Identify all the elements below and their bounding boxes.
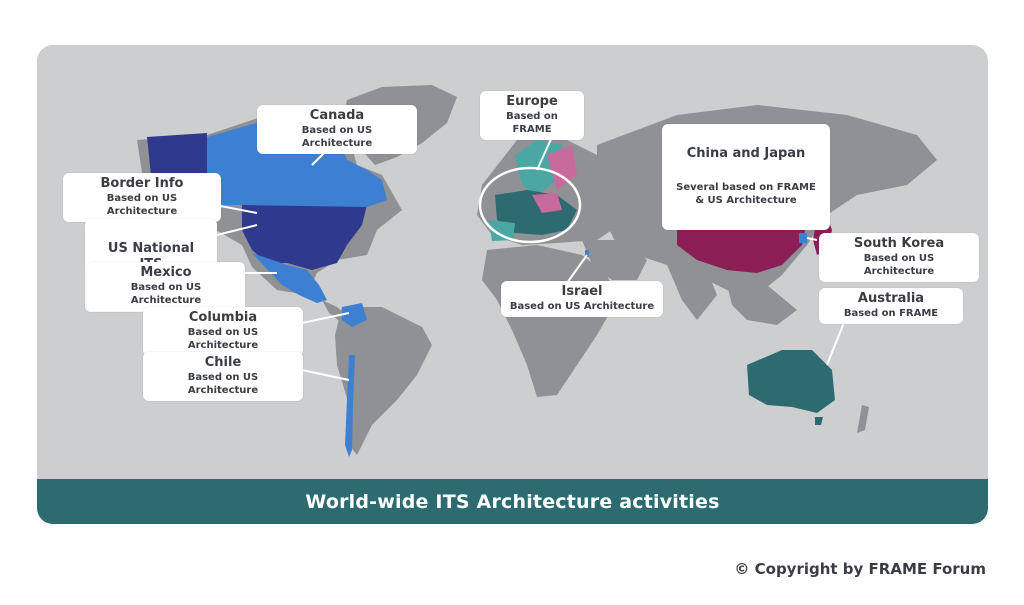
mexico-title: Mexico (140, 265, 192, 280)
footer-title: World-wide ITS Architecture activities (305, 490, 720, 513)
europe-title: Europe (506, 94, 558, 109)
columbia-title: Columbia (188, 310, 258, 325)
chile-callout: Chile Based on US Architecture (143, 352, 303, 401)
south-asia-land (667, 265, 717, 320)
canada-title: Canada (309, 108, 365, 123)
copyright-text: © Copyright by FRAME Forum (734, 560, 986, 578)
south-america-land (335, 307, 432, 455)
usa-region (242, 205, 367, 270)
southeast-asia-land (727, 285, 797, 325)
australia-callout: Australia Based on FRAME (819, 288, 963, 324)
israel-callout: Israel Based on US Architecture (501, 281, 663, 317)
australia-region (747, 350, 835, 413)
middle-east-land (582, 240, 647, 280)
canada-region (207, 115, 387, 207)
chile-title: Chile (204, 355, 242, 370)
columbia-pointer (301, 312, 350, 324)
china-japan-title: China and Japan (686, 146, 806, 161)
border-info-subtitle: Based on US Architecture (106, 193, 178, 217)
europe-callout: Europe Based on FRAME (480, 91, 584, 140)
chile-subtitle: Based on US Architecture (187, 372, 259, 396)
australia-subtitle: Based on FRAME (843, 308, 939, 319)
world-map-card: Canada Based on US Architecture Border I… (37, 45, 988, 524)
new-zealand-land (857, 405, 869, 433)
iberia-region (489, 220, 515, 241)
mexico-region (252, 253, 327, 303)
europe-highlight-ellipse (478, 166, 582, 244)
canada-callout: Canada Based on US Architecture (257, 105, 417, 154)
israel-title: Israel (561, 284, 603, 299)
israel-subtitle: Based on US Architecture (509, 301, 655, 312)
south-korea-title: South Korea (853, 236, 945, 251)
south-korea-region (799, 233, 807, 243)
europe-subtitle: Based on FRAME (506, 111, 558, 135)
canada-subtitle: Based on US Architecture (301, 125, 373, 149)
east-europe-region (532, 193, 562, 213)
border-info-pointer (214, 204, 258, 214)
korea-pointer (806, 237, 818, 241)
mexico-subtitle: Based on US Architecture (130, 282, 202, 306)
columbia-subtitle: Based on US Architecture (187, 327, 259, 351)
finland-region (547, 145, 577, 190)
australia-title: Australia (857, 291, 925, 306)
israel-pointer (566, 254, 588, 284)
border-info-callout: Border Info Based on US Architecture (63, 173, 221, 222)
colombia-region (342, 303, 367, 327)
border-info-title: Border Info (100, 176, 184, 191)
us-national-pointer (216, 224, 258, 236)
mexico-callout: Mexico Based on US Architecture (87, 262, 245, 311)
south-korea-subtitle: Based on US Architecture (863, 253, 935, 277)
chile-region (345, 355, 355, 457)
tasmania-region (815, 417, 823, 425)
china-japan-subtitle: Several based on FRAME & US Architecture (676, 182, 816, 206)
footer-band: World-wide ITS Architecture activities (37, 479, 988, 524)
south-korea-callout: South Korea Based on US Architecture (819, 233, 979, 282)
china-japan-callout: China and Japan Several based on FRAME &… (662, 124, 830, 230)
chile-pointer (301, 369, 350, 381)
columbia-callout: Columbia Based on US Architecture (143, 307, 303, 356)
